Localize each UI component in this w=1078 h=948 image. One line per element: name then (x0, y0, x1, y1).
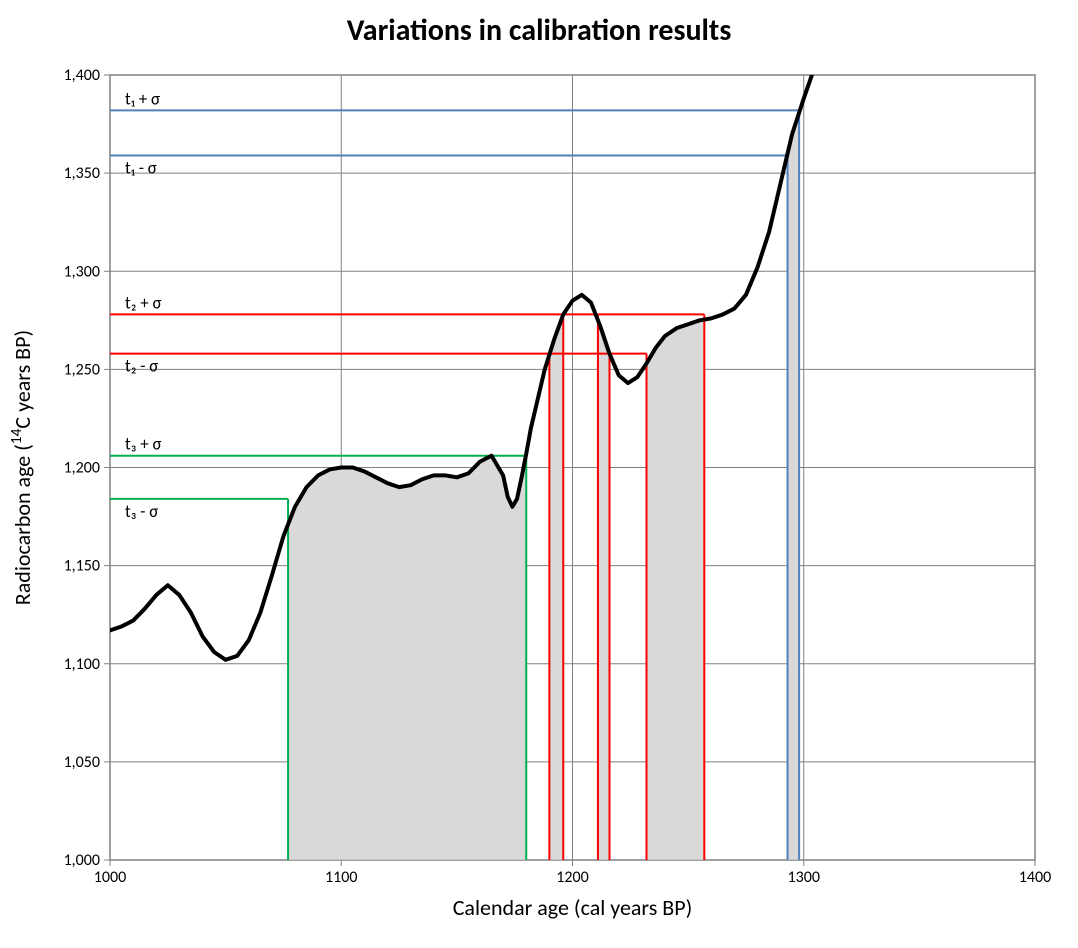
sigma-label: t₁ - σ (125, 157, 157, 178)
shaded-region (598, 320, 610, 860)
sigma-label: t₂ - σ (125, 356, 158, 377)
y-tick-label: 1,050 (64, 753, 100, 772)
sigma-label: t₂ + σ (125, 292, 162, 313)
x-tick-label: 1100 (325, 868, 357, 887)
x-tick-label: 1200 (556, 868, 588, 887)
shaded-region (788, 113, 800, 860)
sigma-label: t₃ - σ (125, 501, 158, 522)
y-tick-label: 1,400 (64, 66, 100, 85)
shaded-region (647, 320, 705, 860)
x-tick-label: 1300 (788, 868, 820, 887)
sigma-label: t₁ + σ (125, 88, 160, 109)
chart-svg: Variations in calibration results 1000 110… (0, 0, 1078, 948)
y-tick-label: 1,300 (64, 262, 100, 281)
y-tick-label: 1,250 (64, 360, 100, 379)
shaded-region (288, 454, 526, 860)
y-tick-label: 1,100 (64, 655, 100, 674)
y-tick-label: 1,200 (64, 459, 100, 478)
calibration-chart: Variations in calibration results 1000 110… (0, 0, 1078, 948)
x-tick-label: 1000 (94, 868, 126, 887)
x-tick-label: 1400 (1019, 868, 1051, 887)
chart-title: Variations in calibration results (347, 12, 732, 49)
x-axis-label: Calendar age (cal years BP) (453, 894, 693, 921)
y-tick-label: 1,350 (64, 164, 100, 183)
sigma-label: t₃ + σ (125, 434, 162, 455)
y-tick-label: 1,150 (64, 557, 100, 576)
y-axis-label: Radiocarbon age (14C years BP) (7, 330, 37, 605)
shaded-region (549, 314, 563, 860)
y-tick-label: 1,000 (64, 851, 100, 870)
